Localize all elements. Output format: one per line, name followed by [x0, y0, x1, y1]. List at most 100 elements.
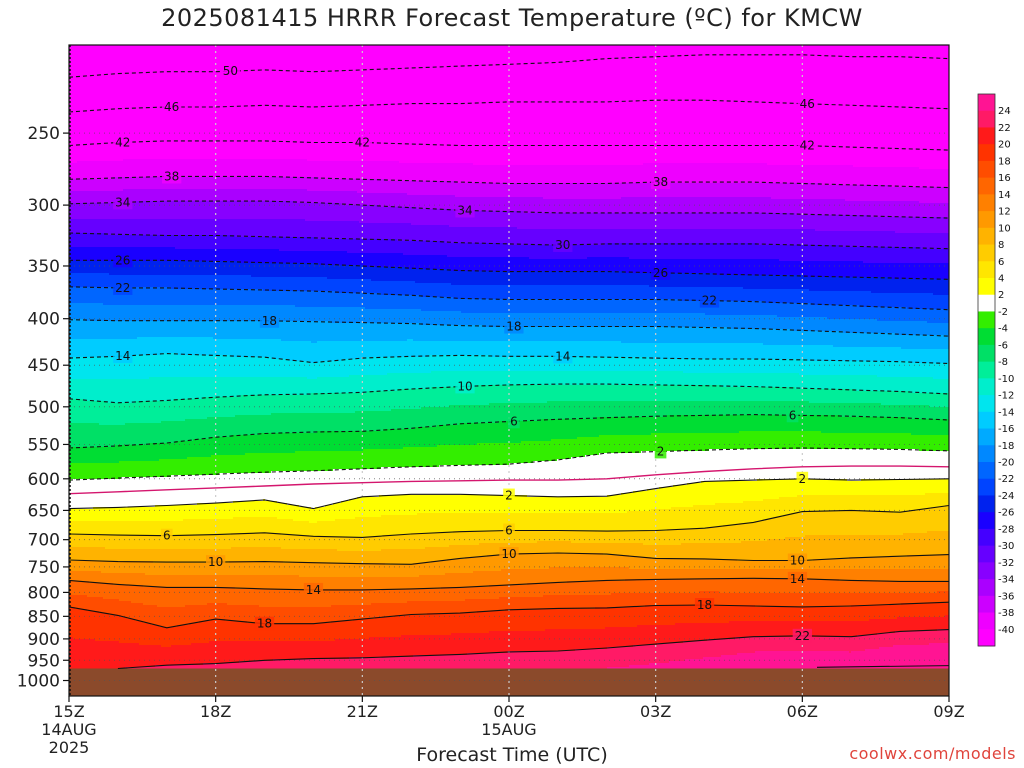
colorbar-tick-label: 16: [998, 173, 1011, 184]
contour-label-bg: [303, 582, 324, 597]
contour-label-bg: [787, 553, 808, 568]
contour-label: 14: [306, 583, 321, 597]
contour-label-bg: [654, 444, 667, 459]
colorbar-band: [978, 411, 995, 430]
colorbar-tick-label: 12: [998, 207, 1011, 218]
contour-label: 14: [115, 349, 130, 363]
isotherm-contour: [68, 383, 950, 404]
contour-label: 10: [790, 554, 805, 568]
colorbar-frame: [977, 93, 996, 647]
colorbar-band: [978, 378, 995, 396]
contour-label-bg: [113, 253, 133, 268]
colorbar-tick-label: -24: [998, 491, 1014, 502]
contour-label-bg: [113, 135, 133, 150]
contour-label: 38: [164, 169, 179, 183]
freezing-contour: [68, 465, 950, 495]
colorbar-tick-label: -34: [998, 575, 1014, 586]
colorbar-band: [978, 261, 995, 279]
contour-label-bg: [650, 265, 671, 280]
colorbar-band: [978, 294, 995, 312]
contour-label: 6: [510, 414, 518, 428]
colorbar-tick-label: 6: [998, 257, 1004, 268]
contour-label: 26: [115, 253, 130, 267]
colorbar-tick-label: 24: [998, 106, 1011, 117]
contour-label-bg: [352, 135, 372, 150]
colorbar-tick-label: -12: [998, 391, 1014, 402]
contour-label: 34: [457, 203, 472, 217]
contour-label: 2: [799, 472, 807, 486]
colorbar-tick-label: -32: [998, 558, 1014, 569]
contour-label-bg: [792, 628, 812, 643]
chart-title: 2025081415 HRRR Forecast Temperature (ºC…: [161, 4, 863, 32]
contour-label-bg: [162, 99, 182, 114]
colorbar-band: [978, 110, 995, 128]
colorbar-band: [978, 612, 995, 630]
contour-label: 2: [505, 489, 513, 503]
contour-label-bg: [254, 616, 275, 631]
contour-label: 42: [355, 135, 370, 149]
colorbar-band: [978, 177, 995, 195]
colorbar-band: [978, 462, 995, 480]
credit-link[interactable]: coolwx.com/models: [849, 744, 1016, 763]
colorbar-band: [978, 395, 995, 413]
contour-label-bg: [259, 313, 280, 328]
y-tick-label: 350: [28, 257, 60, 277]
colorbar-band: [978, 562, 995, 580]
colorbar-tick-label: -2: [998, 307, 1008, 318]
contour-label: 42: [800, 139, 815, 153]
colorbar-band: [978, 344, 995, 363]
colorbar-tick-label: -26: [998, 508, 1014, 519]
contour-label: 22: [115, 281, 130, 295]
colorbar-tick-label: 14: [998, 190, 1011, 201]
colorbar-band: [978, 478, 995, 496]
colorbar-tick-label: -18: [998, 441, 1014, 452]
colorbar-band: [978, 528, 995, 547]
contour-label: 18: [697, 598, 712, 612]
x-tick-label: 15AUG: [481, 720, 536, 739]
colorbar-tick-label: -4: [998, 324, 1008, 335]
x-tick-label: 15Z: [53, 702, 84, 721]
contour-label-bg: [797, 96, 817, 111]
contour-label-bg: [797, 138, 817, 153]
y-tick-label: 300: [28, 196, 60, 216]
colorbar-band: [978, 160, 995, 179]
colorbar-tick-label: -38: [998, 608, 1014, 619]
contour-label: 22: [795, 629, 810, 643]
contour-label: 26: [653, 266, 668, 280]
y-tick-label: 600: [28, 470, 60, 490]
y-tick-label: 800: [28, 583, 60, 603]
colorbar-tick-label: -40: [998, 625, 1014, 636]
y-tick-label: 400: [28, 310, 60, 330]
colorbar-tick-label: 10: [998, 223, 1011, 234]
isotherm-contour: [68, 601, 950, 629]
colorbar-tick-label: 4: [998, 274, 1004, 285]
axes-layer: 2503003504004505005506006507007508008509…: [17, 44, 965, 757]
contour-label-bg: [499, 547, 519, 562]
contour-label-bg: [699, 293, 720, 308]
colorbar-band: [978, 629, 995, 647]
colorbar-tick-label: 18: [998, 156, 1011, 167]
colorbar-band: [978, 211, 995, 229]
isotherm-contour: [68, 414, 950, 449]
contour-label-bg: [787, 571, 808, 586]
contour-label-bg: [694, 598, 715, 613]
grid-layer: [69, 45, 949, 696]
contour-label: 30: [555, 238, 570, 252]
colorbar-band: [978, 94, 995, 112]
contour-label: 18: [262, 314, 277, 328]
x-tick-label: 06Z: [787, 702, 818, 721]
colorbar-tick-label: -28: [998, 524, 1014, 535]
x-tick-label: 00Z: [493, 702, 524, 721]
contour-label: 42: [115, 135, 130, 149]
contour-label-bg: [113, 280, 133, 295]
contour-label: 10: [457, 379, 472, 393]
colorbar-band: [978, 244, 995, 262]
y-tick-label: 750: [28, 558, 60, 578]
colorbar-tick-label: -14: [998, 407, 1014, 418]
y-tick-label: 450: [28, 356, 60, 376]
contour-label-bg: [503, 523, 515, 538]
y-tick-label: 500: [28, 398, 60, 418]
contour-label: 46: [800, 97, 815, 111]
